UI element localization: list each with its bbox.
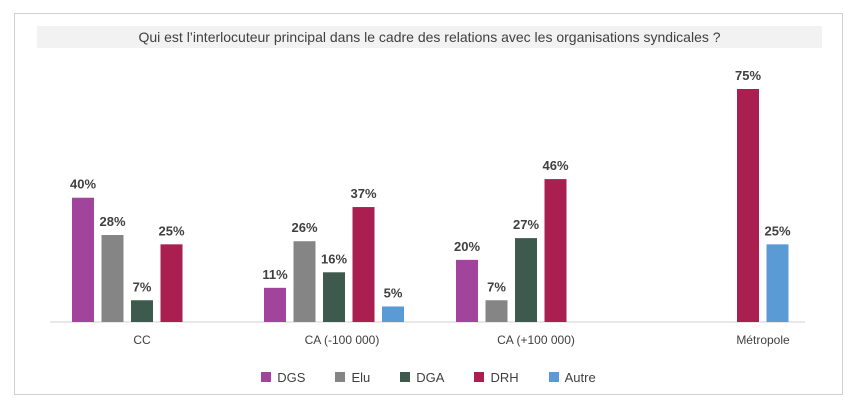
bar-dgs-1: [264, 287, 286, 322]
category-label-2: CA (+100 000): [497, 333, 575, 347]
bar-dga-1: [323, 272, 345, 322]
legend-label-dga: DGA: [416, 369, 445, 385]
category-label-1: CA (-100 000): [305, 333, 380, 347]
data-label-dga-2: 27%: [513, 217, 539, 232]
legend-item-dga: DGA: [400, 368, 444, 386]
legend-swatch-dga: [400, 372, 411, 382]
chart-plot: 40% 28% 7% 25% CC 11% 26% 16% 37% 5% CA (-100 000)…: [50, 68, 805, 347]
legend-swatch-elu: [335, 372, 346, 382]
bar-dgs-0: [72, 197, 94, 322]
data-label-elu-1: 26%: [291, 220, 317, 235]
data-label-autre-1: 5%: [384, 285, 403, 300]
data-label-dga-0: 7%: [133, 279, 152, 294]
legend-item-dgs: DGS: [261, 368, 305, 386]
legend-label-autre: Autre: [564, 369, 596, 385]
bar-drh-1: [352, 207, 375, 322]
data-label-dga-1: 16%: [321, 251, 347, 266]
bar-dga-0: [131, 300, 153, 322]
category-label-0: CC: [133, 333, 151, 347]
bar-dga-2: [515, 238, 537, 322]
data-label-dgs-1: 11%: [262, 267, 288, 282]
data-label-drh-1: 37%: [350, 186, 376, 201]
bar-drh-3: [737, 89, 759, 322]
data-label-dgs-0: 40%: [70, 177, 96, 192]
legend-label-dgs: DGS: [277, 369, 306, 385]
chart-frame: Qui est l’interlocuteur principal dans l…: [14, 13, 843, 395]
legend-label-elu: Elu: [351, 369, 371, 385]
data-label-elu-2: 7%: [487, 279, 506, 294]
bar-elu-1: [293, 241, 316, 322]
legend-item-elu: Elu: [335, 368, 370, 386]
bar-autre-1: [382, 306, 404, 322]
data-label-drh-2: 46%: [542, 158, 568, 173]
data-label-autre-3: 25%: [764, 223, 790, 238]
legend-swatch-drh: [474, 372, 485, 382]
bar-elu-0: [101, 235, 124, 322]
chart-title: Qui est l’interlocuteur principal dans l…: [37, 26, 822, 48]
bar-drh-0: [160, 244, 183, 322]
category-label-3: Métropole: [736, 333, 790, 347]
bar-dgs-2: [456, 259, 478, 322]
bar-elu-2: [485, 300, 508, 322]
data-label-elu-0: 28%: [99, 214, 125, 229]
legend-item-drh: DRH: [474, 368, 519, 386]
data-label-dgs-2: 20%: [454, 239, 480, 254]
bar-autre-3: [766, 244, 789, 322]
legend-item-autre: Autre: [548, 368, 596, 386]
legend-label-drh: DRH: [490, 369, 519, 385]
data-label-drh-0: 25%: [158, 223, 184, 238]
legend-swatch-autre: [548, 372, 559, 382]
bar-drh-2: [544, 179, 567, 322]
legend-swatch-dgs: [261, 372, 272, 382]
chart-legend: DGS Elu DGA DRH Autre: [15, 368, 842, 386]
data-label-drh-3: 75%: [735, 68, 761, 83]
